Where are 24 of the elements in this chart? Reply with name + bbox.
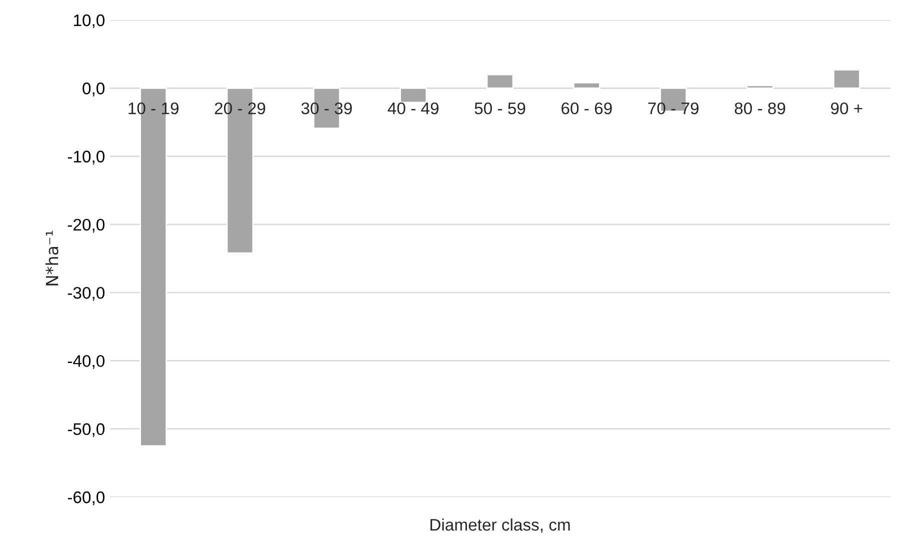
y-tick-label: 10,0 bbox=[74, 14, 104, 28]
x-tick-label: 90 + bbox=[830, 102, 862, 114]
bar bbox=[486, 74, 514, 89]
x-tick-label: 30 - 39 bbox=[301, 102, 352, 114]
x-axis-title: Diameter class, cm bbox=[430, 518, 570, 533]
y-tick-label: -40,0 bbox=[68, 355, 104, 369]
y-tick-label: -50,0 bbox=[68, 423, 104, 438]
bar bbox=[746, 84, 774, 89]
x-tick-label: 20 - 29 bbox=[214, 102, 266, 114]
y-axis-title: N*ha⁻¹ bbox=[45, 230, 58, 286]
y-tick-label: -30,0 bbox=[68, 286, 104, 301]
y-tick-label: -20,0 bbox=[68, 218, 104, 233]
x-tick-label: 60 - 69 bbox=[562, 102, 612, 114]
y-tick-label: -10,0 bbox=[68, 150, 104, 164]
bar bbox=[832, 69, 860, 89]
bar bbox=[572, 82, 600, 89]
bar bbox=[400, 87, 428, 104]
x-tick-label: 70 - 79 bbox=[648, 102, 698, 114]
x-tick-label: 80 - 89 bbox=[734, 102, 786, 114]
y-tick-label: -60,0 bbox=[68, 491, 104, 506]
x-tick-label: 10 - 19 bbox=[128, 102, 178, 114]
x-tick-label: 50 - 59 bbox=[474, 102, 526, 114]
y-tick-label: 0,0 bbox=[82, 82, 104, 96]
x-tick-label: 40 - 49 bbox=[388, 102, 438, 114]
